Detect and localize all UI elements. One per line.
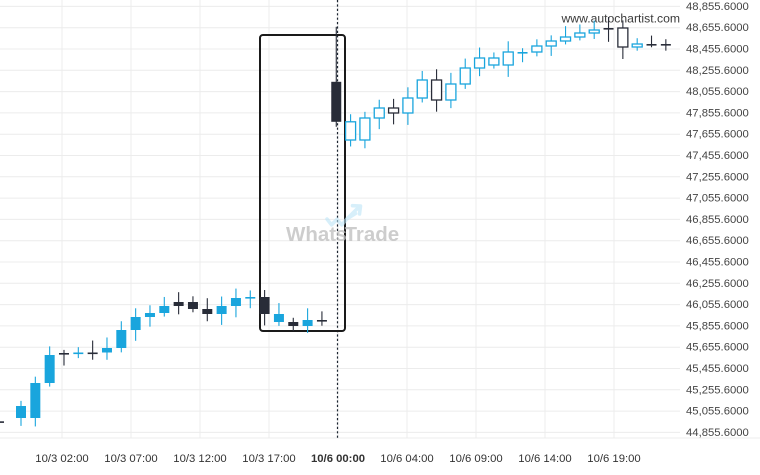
svg-text:10/3 12:00: 10/3 12:00 [173,453,226,465]
svg-text:10/6 14:00: 10/6 14:00 [518,453,571,465]
svg-text:10/3 07:00: 10/3 07:00 [104,453,157,465]
svg-text:45,455.6000: 45,455.6000 [686,363,749,375]
svg-text:48,055.6000: 48,055.6000 [686,86,749,98]
svg-text:45,055.6000: 45,055.6000 [686,406,749,418]
svg-text:46,655.6000: 46,655.6000 [686,235,749,247]
svg-text:44,855.6000: 44,855.6000 [686,427,749,439]
svg-text:46,855.6000: 46,855.6000 [686,214,749,226]
svg-text:47,455.6000: 47,455.6000 [686,150,749,162]
svg-text:What: What [286,223,336,246]
svg-text:46,255.6000: 46,255.6000 [686,278,749,290]
svg-text:10/3 02:00: 10/3 02:00 [35,453,88,465]
svg-text:Trade: Trade [345,223,400,246]
svg-text:48,255.6000: 48,255.6000 [686,65,749,77]
svg-text:45,655.6000: 45,655.6000 [686,342,749,354]
svg-text:47,055.6000: 47,055.6000 [686,193,749,205]
svg-text:10/6 09:00: 10/6 09:00 [449,453,502,465]
svg-text:10/3 17:00: 10/3 17:00 [242,453,295,465]
svg-text:45,855.6000: 45,855.6000 [686,320,749,332]
svg-text:www.autochartist.com: www.autochartist.com [560,12,680,26]
svg-text:48,455.6000: 48,455.6000 [686,44,749,56]
svg-text:45,255.6000: 45,255.6000 [686,384,749,396]
svg-text:48,655.6000: 48,655.6000 [686,22,749,34]
svg-text:10/6 04:00: 10/6 04:00 [380,453,433,465]
svg-text:47,255.6000: 47,255.6000 [686,171,749,183]
svg-text:47,655.6000: 47,655.6000 [686,129,749,141]
svg-text:47,855.6000: 47,855.6000 [686,107,749,119]
svg-text:10/6 19:00: 10/6 19:00 [587,453,640,465]
svg-text:10/6 00:00: 10/6 00:00 [311,453,365,465]
svg-text:46,055.6000: 46,055.6000 [686,299,749,311]
svg-text:48,855.6000: 48,855.6000 [686,1,749,13]
svg-text:46,455.6000: 46,455.6000 [686,257,749,269]
